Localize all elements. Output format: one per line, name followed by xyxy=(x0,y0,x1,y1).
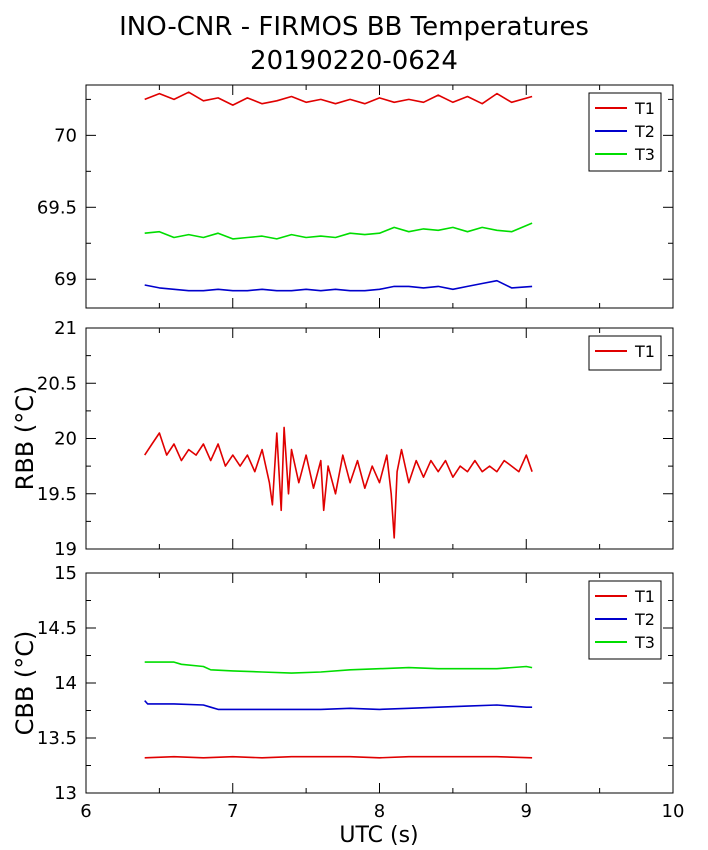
x-tick-label: 7 xyxy=(227,801,238,822)
legend: T1 T2 T3 xyxy=(588,92,662,172)
legend-label: T1 xyxy=(634,99,655,118)
plot-frame xyxy=(85,327,674,550)
y-tick-label: 69.5 xyxy=(37,197,77,218)
y-tick-label: 70 xyxy=(54,125,77,146)
series-line-t2 xyxy=(144,279,533,292)
y-tick-label: 20.5 xyxy=(37,373,77,394)
series-line-t3 xyxy=(144,661,533,674)
y-tick-label: 20 xyxy=(54,429,77,450)
y-tick-label: 19 xyxy=(54,539,77,560)
x-tick-label: 6 xyxy=(80,801,91,822)
y-tick-label: 13.5 xyxy=(37,728,77,749)
y-tick-label: 15 xyxy=(54,563,77,584)
legend-label: T1 xyxy=(634,587,655,606)
x-tick-label: 8 xyxy=(374,801,385,822)
legend-label: T3 xyxy=(634,633,655,652)
series-line-t1 xyxy=(144,755,533,759)
panel-3: 6 7 8 9 10 13 13.5 14 14.5 15 CBB (°C) T1 T2 T3 xyxy=(11,563,684,822)
legend-label: T3 xyxy=(634,145,655,164)
legend: T1 xyxy=(588,335,662,371)
plot-frame xyxy=(85,572,674,794)
y-axis-label: RBB (°C) xyxy=(11,386,39,491)
legend: T1 T2 T3 xyxy=(588,580,662,660)
y-tick-label: 21 xyxy=(54,318,77,339)
x-tick-label: 10 xyxy=(662,801,685,822)
y-tick-label: 14.5 xyxy=(37,618,77,639)
panel-2: 19 19.5 20 20.5 21 RBB (°C) T1 xyxy=(11,318,674,560)
series-line-t1 xyxy=(144,426,533,539)
y-tick-label: 69 xyxy=(54,269,77,290)
series-line-t1 xyxy=(144,91,533,106)
chart-title: INO-CNR - FIRMOS BB Temperatures xyxy=(119,12,589,42)
y-tick-label: 13 xyxy=(54,783,77,804)
chart-subtitle: 20190220-0624 xyxy=(250,46,458,76)
x-tick-label: 9 xyxy=(521,801,532,822)
y-tick-label: 19.5 xyxy=(37,484,77,505)
legend-label: T1 xyxy=(634,342,655,361)
plot-frame xyxy=(85,84,674,309)
series-line-t3 xyxy=(144,222,533,240)
y-tick-label: 14 xyxy=(54,673,77,694)
y-axis-label: CBB (°C) xyxy=(11,631,39,736)
legend-label: T2 xyxy=(634,610,655,629)
series-line-t2 xyxy=(144,700,533,711)
legend-box xyxy=(588,335,662,371)
legend-label: T2 xyxy=(634,122,655,141)
panel-1: 69 69.5 70 T1 T2 T3 xyxy=(37,84,674,309)
x-axis-label: UTC (s) xyxy=(339,823,418,848)
